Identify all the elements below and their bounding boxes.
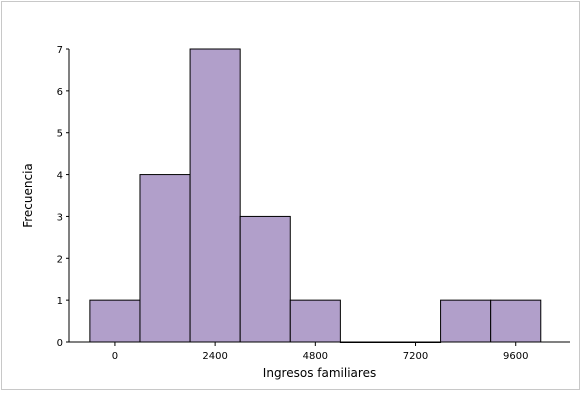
histogram-bar <box>89 299 141 343</box>
x-axis-title: Ingresos familiares <box>263 366 376 380</box>
y-tick-label: 3 <box>57 212 63 223</box>
histogram-bar <box>440 299 492 343</box>
y-tick-label: 7 <box>57 45 63 56</box>
x-tick-label: 0 <box>112 351 118 362</box>
y-tick-label: 0 <box>57 338 63 349</box>
bars-group <box>89 48 542 343</box>
histogram-bar <box>239 215 291 343</box>
x-tick-label: 4800 <box>303 351 328 362</box>
y-ticks-group: 0 1 2 3 4 5 6 7 <box>57 45 69 349</box>
y-axis-title: Frecuencia <box>21 163 35 228</box>
histogram-bar <box>139 174 191 343</box>
x-tick-label: 9600 <box>503 351 528 362</box>
y-tick-label: 6 <box>57 87 63 98</box>
histogram-bar <box>289 299 341 343</box>
y-tick-label: 1 <box>57 296 63 307</box>
y-tick-label: 2 <box>57 254 63 265</box>
histogram-bar <box>189 48 241 343</box>
x-ticks-group: 0 2400 4800 7200 9600 <box>112 342 528 362</box>
histogram-bar <box>490 299 542 343</box>
y-tick-label: 5 <box>57 129 63 140</box>
y-tick-label: 4 <box>57 171 63 182</box>
x-tick-label: 7200 <box>403 351 428 362</box>
x-tick-label: 2400 <box>202 351 227 362</box>
